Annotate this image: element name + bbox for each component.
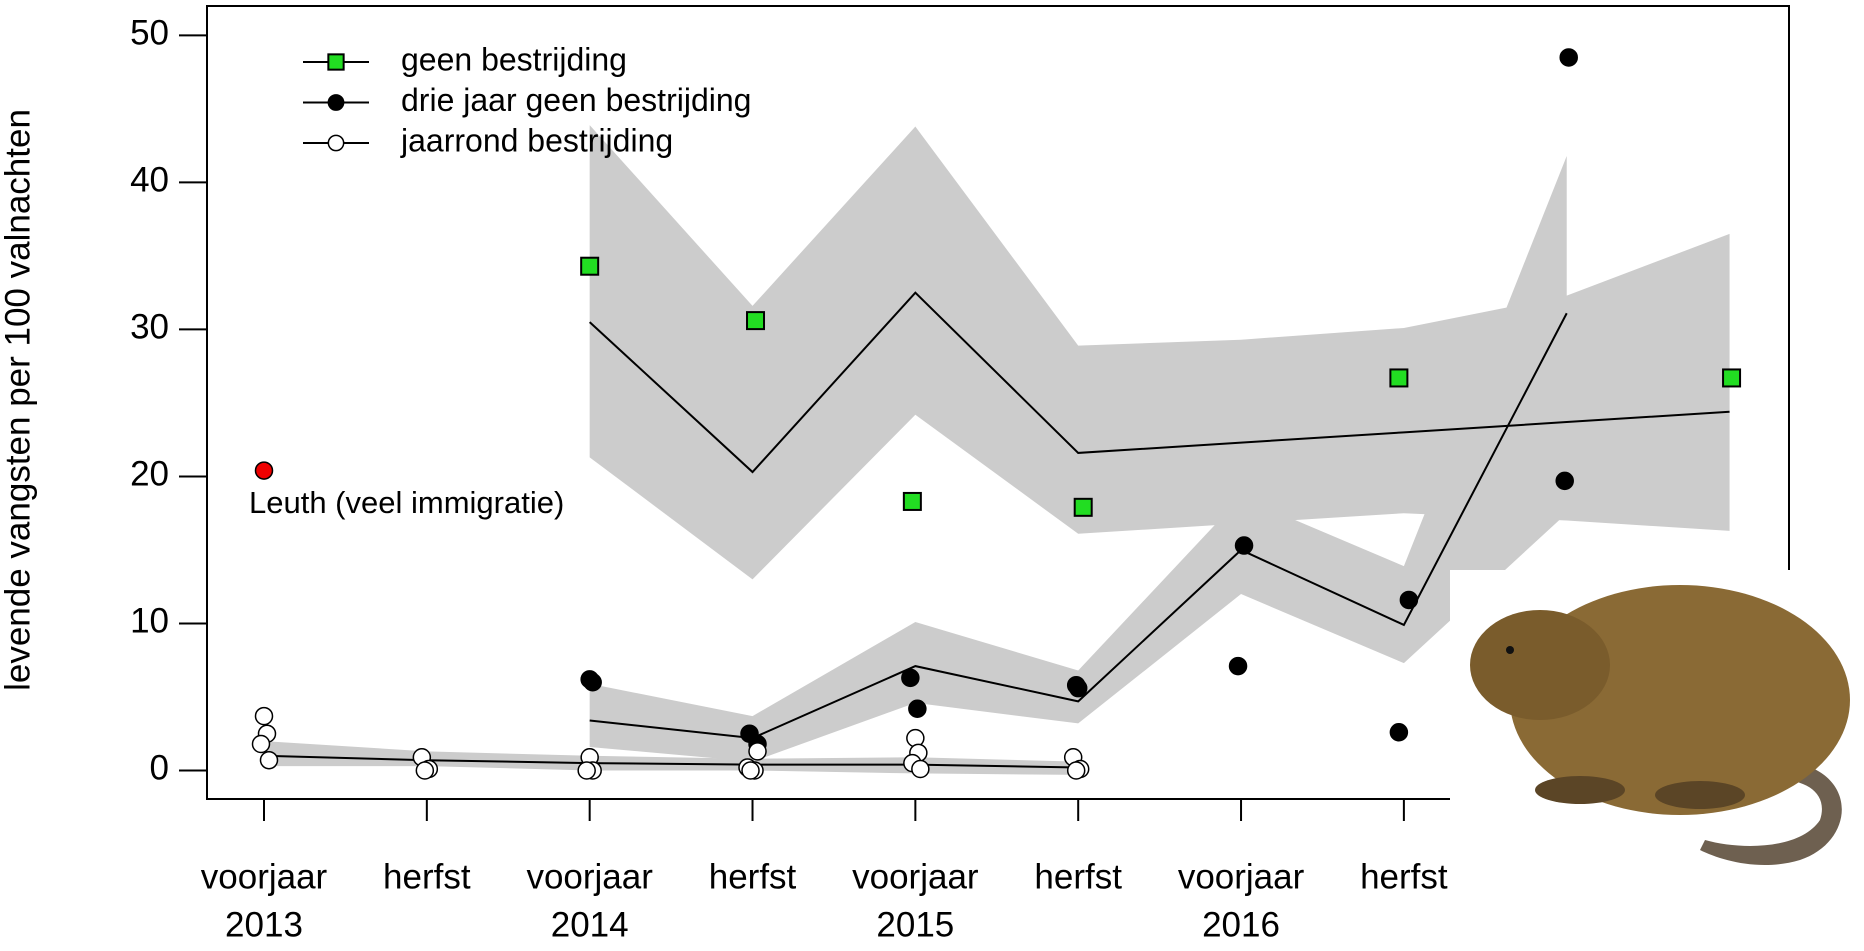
y-tick-label: 30 (130, 308, 169, 347)
beaver-foot (1655, 781, 1745, 809)
marker (909, 700, 926, 717)
x-tick-label: voorjaar (526, 857, 653, 896)
year-label: 2013 (225, 905, 303, 944)
marker (584, 674, 601, 691)
marker (1390, 369, 1407, 386)
beaver-head (1470, 610, 1610, 720)
marker (1236, 537, 1253, 554)
x-tick-label: voorjaar (201, 857, 328, 896)
marker (1390, 724, 1407, 741)
y-tick-label: 0 (150, 749, 169, 788)
marker (1556, 472, 1573, 489)
beaver-illustration (1450, 570, 1864, 951)
marker (252, 736, 269, 753)
y-tick-label: 20 (130, 455, 169, 494)
beaver-eye (1506, 646, 1514, 654)
x-tick-label: voorjaar (1178, 857, 1305, 896)
legend-label: jaarrond bestrijding (400, 122, 673, 158)
marker (581, 258, 598, 275)
legend-marker (328, 95, 343, 110)
marker (1230, 658, 1247, 675)
legend-marker (328, 54, 343, 69)
x-tick-label: voorjaar (852, 857, 979, 896)
year-label: 2014 (551, 905, 629, 944)
marker (1560, 49, 1577, 66)
x-tick-label: herfst (1034, 857, 1122, 896)
marker (742, 762, 759, 779)
year-label: 2015 (876, 905, 954, 944)
x-tick-label: herfst (709, 857, 797, 896)
marker (1400, 591, 1417, 608)
chart: levende vangsten per 100 valnachten 0 10 2… (0, 0, 1864, 951)
y-axis-label: levende vangsten per 100 valnachten (0, 109, 37, 691)
marker (747, 312, 764, 329)
marker (1068, 762, 1085, 779)
beaver-foot (1535, 776, 1625, 804)
legend-label: geen bestrijding (401, 41, 627, 77)
y-tick-label: 10 (130, 602, 169, 641)
x-tick-label: herfst (383, 857, 471, 896)
marker (416, 762, 433, 779)
marker (578, 762, 595, 779)
y-tick-label: 40 (130, 161, 169, 200)
legend-label: drie jaar geen bestrijding (401, 82, 751, 118)
marker (1723, 369, 1740, 386)
annotation: Leuth (veel immigratie) (249, 485, 564, 520)
marker (749, 743, 766, 760)
marker (255, 708, 272, 725)
marker (904, 493, 921, 510)
year-label: 2016 (1202, 905, 1280, 944)
legend-marker (328, 135, 343, 150)
marker (1070, 680, 1087, 697)
marker (1075, 499, 1092, 516)
highlight-point (255, 462, 272, 479)
marker (902, 669, 919, 686)
marker (260, 752, 277, 769)
y-tick-label: 50 (130, 14, 169, 53)
x-tick-label: herfst (1360, 857, 1448, 896)
page: levende vangsten per 100 valnachten 0 10 2… (0, 0, 1864, 951)
marker (912, 761, 929, 778)
